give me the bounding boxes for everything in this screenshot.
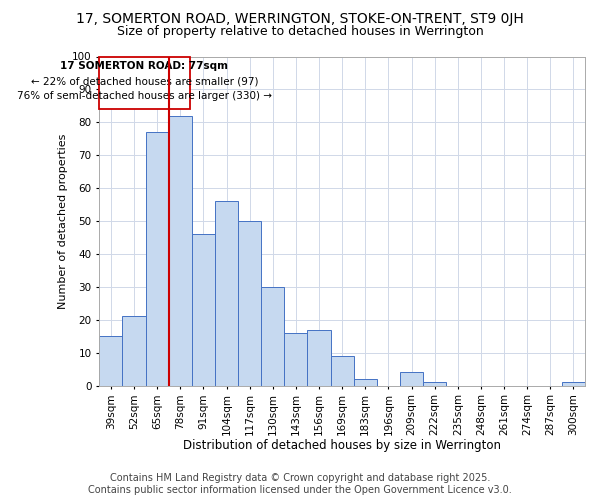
Text: 17, SOMERTON ROAD, WERRINGTON, STOKE-ON-TRENT, ST9 0JH: 17, SOMERTON ROAD, WERRINGTON, STOKE-ON-… [76,12,524,26]
Bar [169,116,192,386]
Bar [122,316,146,386]
Bar [307,330,331,386]
Bar [100,336,122,386]
Bar [261,287,284,386]
Bar [100,56,190,109]
Bar [215,202,238,386]
Bar [331,356,354,386]
Bar [562,382,585,386]
Y-axis label: Number of detached properties: Number of detached properties [58,134,68,308]
Bar [354,379,377,386]
Text: 17 SOMERTON ROAD: 77sqm: 17 SOMERTON ROAD: 77sqm [61,62,229,72]
Bar [146,132,169,386]
Bar [192,234,215,386]
Text: ← 22% of detached houses are smaller (97): ← 22% of detached houses are smaller (97… [31,76,258,86]
Text: 76% of semi-detached houses are larger (330) →: 76% of semi-detached houses are larger (… [17,91,272,101]
Text: Contains HM Land Registry data © Crown copyright and database right 2025.
Contai: Contains HM Land Registry data © Crown c… [88,474,512,495]
Bar [238,221,261,386]
Text: Size of property relative to detached houses in Werrington: Size of property relative to detached ho… [116,25,484,38]
X-axis label: Distribution of detached houses by size in Werrington: Distribution of detached houses by size … [183,440,501,452]
Bar [400,372,423,386]
Bar [423,382,446,386]
Bar [284,333,307,386]
